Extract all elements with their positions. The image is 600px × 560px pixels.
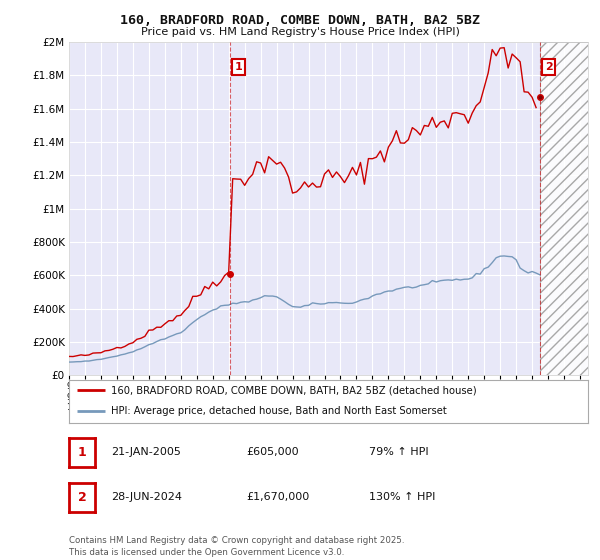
Text: 28-JUN-2024: 28-JUN-2024	[111, 492, 182, 502]
Text: 160, BRADFORD ROAD, COMBE DOWN, BATH, BA2 5BZ (detached house): 160, BRADFORD ROAD, COMBE DOWN, BATH, BA…	[110, 385, 476, 395]
Text: £605,000: £605,000	[246, 447, 299, 458]
Text: 1: 1	[78, 446, 86, 459]
Text: Contains HM Land Registry data © Crown copyright and database right 2025.
This d: Contains HM Land Registry data © Crown c…	[69, 536, 404, 557]
Text: £1,670,000: £1,670,000	[246, 492, 309, 502]
Text: 79% ↑ HPI: 79% ↑ HPI	[369, 447, 428, 458]
Text: Price paid vs. HM Land Registry's House Price Index (HPI): Price paid vs. HM Land Registry's House …	[140, 27, 460, 37]
Text: 2: 2	[78, 491, 86, 504]
Text: 160, BRADFORD ROAD, COMBE DOWN, BATH, BA2 5BZ: 160, BRADFORD ROAD, COMBE DOWN, BATH, BA…	[120, 14, 480, 27]
Text: 21-JAN-2005: 21-JAN-2005	[111, 447, 181, 458]
Text: HPI: Average price, detached house, Bath and North East Somerset: HPI: Average price, detached house, Bath…	[110, 406, 446, 416]
Text: 1: 1	[235, 62, 242, 72]
Bar	[540, 42, 588, 375]
Text: 2: 2	[545, 62, 553, 72]
Text: 130% ↑ HPI: 130% ↑ HPI	[369, 492, 436, 502]
